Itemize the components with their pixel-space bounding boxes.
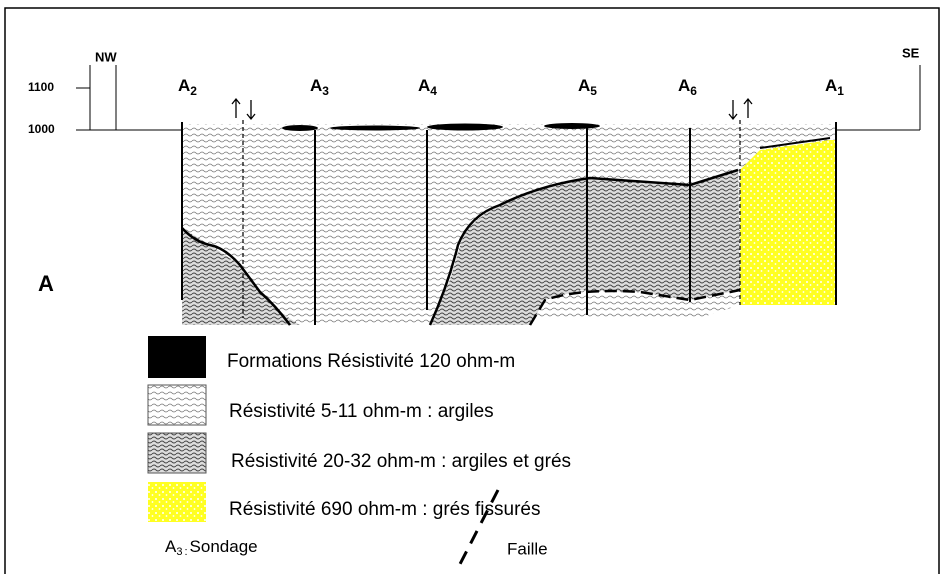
sounding-label: A3 [310,76,329,98]
sounding-label: A1 [825,76,844,98]
sounding-labels: A2 A3 A4 A5 A6 A1 [178,76,844,98]
letter: A [165,537,177,556]
index: 4 [430,84,437,98]
legend-text: Résistivité 5-11 ohm-m : argiles [229,401,494,422]
legend: Formations Résistivité 120 ohm-m Résisti… [148,336,571,568]
legend-text: Résistivité 20-32 ohm-m : argiles et gré… [231,451,571,472]
index: 1 [837,84,844,98]
axis-lines [76,65,920,130]
swatch [148,336,206,378]
sounding-label: A2 [178,76,197,98]
letter: A [418,76,430,95]
swatch [148,385,206,425]
letter: A [578,76,590,95]
sounding-label: A4 [418,76,437,98]
separator: : [184,546,187,558]
letter: A [178,76,190,95]
legend-text: Résistivité 690 ohm-m : grés fissurés [229,499,541,520]
index: 5 [590,84,597,98]
letter: A [310,76,322,95]
swatch [148,482,206,522]
page: NW SE 1100 1000 A A2 A3 A4 A5 A6 A1 Form… [0,0,944,574]
sondage-key: A3:Sondage [165,537,258,557]
index: 3 [322,84,329,98]
index: 3 [176,546,182,558]
letter: A [678,76,690,95]
index: 6 [690,84,697,98]
tick-label: 1100 [28,80,54,94]
sounding-label: A6 [678,76,697,98]
section-label: A [38,271,54,296]
section [182,99,836,325]
nw-label: NW [95,49,117,64]
legend-text: Formations Résistivité 120 ohm-m [227,351,515,372]
se-label: SE [902,45,920,60]
swatch [148,433,206,473]
fault-key: Faille [507,539,548,558]
tick-label: 1000 [28,122,55,136]
sounding-label: A5 [578,76,597,98]
letter: A [825,76,837,95]
text: Sondage [190,537,258,556]
index: 2 [190,84,197,98]
